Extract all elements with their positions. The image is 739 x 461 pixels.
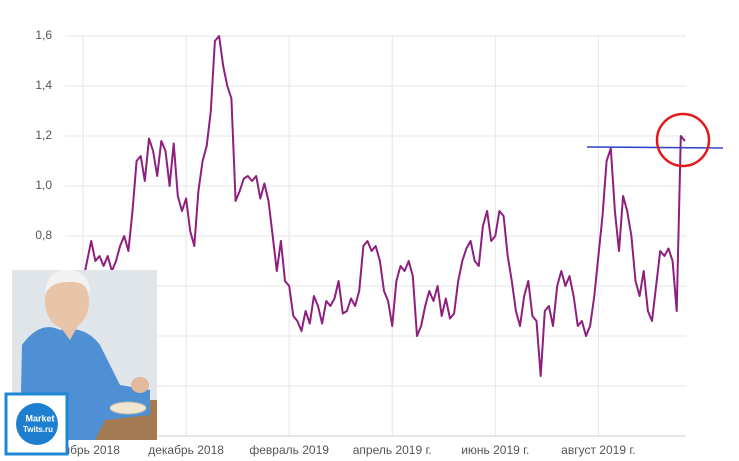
y-tick-label: 1,2 — [35, 128, 52, 142]
x-tick-label: февраль 2019 — [249, 443, 329, 457]
logo-text: Twits.ru — [23, 425, 53, 434]
resistance-line — [586, 146, 724, 149]
x-tick-label: декабрь 2018 — [148, 443, 224, 457]
y-tick-label: 1,0 — [35, 178, 52, 192]
x-tick-label: август 2019 г. — [561, 443, 635, 457]
x-tick-label: июнь 2019 г. — [461, 443, 529, 457]
highlight-circle — [655, 112, 711, 168]
logo-text: Market — [25, 413, 54, 423]
overlay: Market Twits.ru — [4, 112, 724, 456]
y-tick-label: 1,4 — [35, 78, 52, 92]
y-tick-label: 0,8 — [35, 228, 52, 242]
data-line — [82, 35, 686, 377]
x-tick-label: апрель 2019 г. — [353, 443, 432, 457]
logo: Market Twits.ru — [4, 392, 69, 456]
y-tick-label: 1,6 — [35, 28, 52, 42]
